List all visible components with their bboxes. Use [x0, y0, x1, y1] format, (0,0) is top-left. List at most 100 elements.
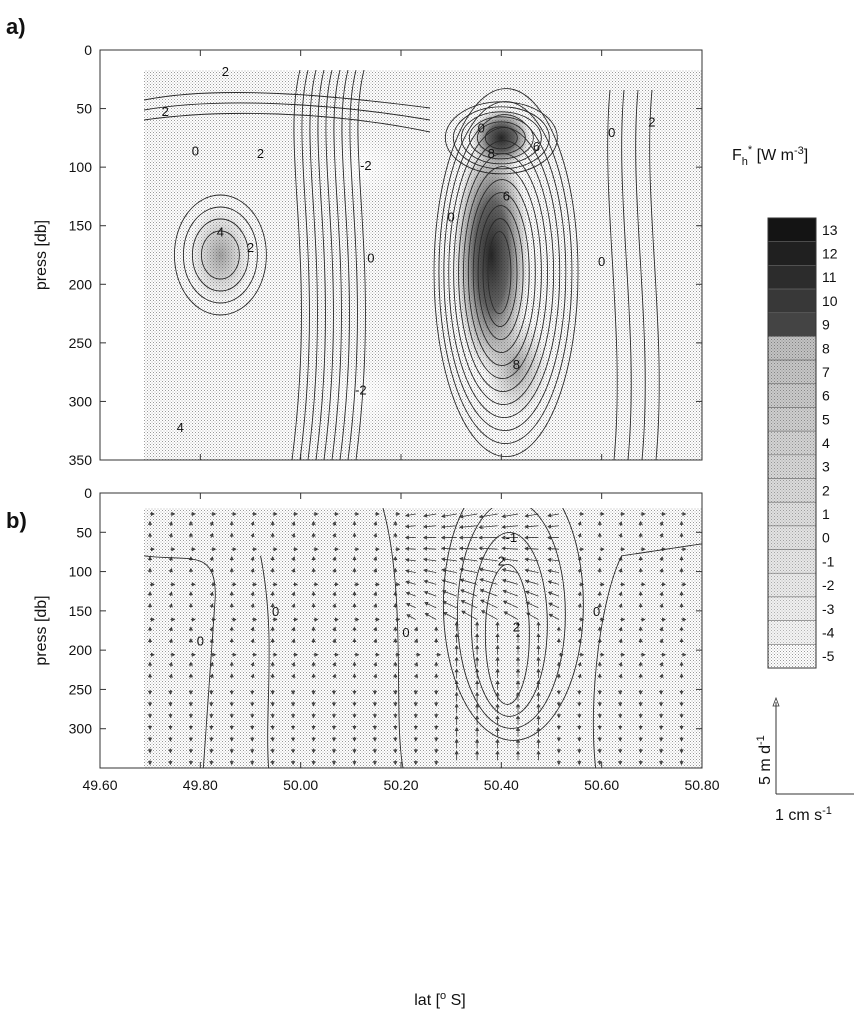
velocity-arrowhead [311, 749, 316, 754]
velocity-arrow [547, 548, 559, 550]
velocity-arrowhead [600, 582, 605, 587]
velocity-arrowhead [334, 652, 339, 657]
velocity-arrowhead [442, 600, 447, 605]
velocity-arrowhead [311, 673, 316, 678]
velocity-arrowhead [621, 547, 626, 552]
velocity-arrowhead [229, 749, 234, 754]
velocity-arrowhead [355, 511, 360, 517]
velocity-arrowhead [474, 738, 480, 743]
velocity-arrowhead [659, 626, 664, 631]
velocity-arrowhead [501, 557, 506, 562]
velocity-arrowhead [270, 737, 275, 742]
contour-line [339, 70, 350, 460]
velocity-arrowhead [638, 567, 643, 572]
velocity-arrowhead [209, 673, 214, 678]
velocity-arrowhead [311, 661, 316, 666]
velocity-arrowhead [414, 661, 419, 667]
velocity-arrowhead [393, 591, 398, 596]
field-peak [188, 205, 253, 305]
velocity-arrowhead [597, 737, 602, 742]
velocity-arrowhead [580, 511, 585, 517]
velocity-arrow [424, 602, 437, 609]
velocity-arrowhead [597, 638, 602, 643]
velocity-arrowhead [311, 690, 316, 695]
velocity-arrow [548, 580, 559, 585]
velocity-arrowhead [311, 567, 316, 572]
velocity-arrowhead [618, 702, 623, 707]
contour-line [315, 70, 326, 460]
velocity-arrowhead [393, 673, 398, 678]
velocity-arrowhead [270, 702, 275, 707]
velocity-arrowhead [441, 513, 446, 519]
velocity-arrowhead [659, 673, 664, 678]
velocity-arrowhead [638, 726, 643, 730]
velocity-arrowhead [556, 673, 562, 678]
velocity-arrowhead [229, 726, 234, 730]
contour-line [444, 101, 558, 175]
velocity-arrowhead [524, 524, 529, 529]
velocity-arrowhead [597, 702, 602, 707]
velocity-arrowhead [229, 638, 234, 643]
contour-label: 2 [162, 104, 169, 119]
velocity-arrowhead [577, 673, 582, 678]
colorbar-cell [767, 288, 817, 314]
velocity-arrowhead [405, 557, 410, 563]
velocity-arrowhead [454, 633, 459, 638]
velocity-arrowhead [147, 690, 153, 695]
contour-line [470, 531, 548, 717]
velocity-arrowhead [311, 761, 316, 766]
velocity-arrowhead [478, 567, 484, 572]
velocity-arrowhead [270, 602, 275, 607]
colorbar-cell [767, 644, 817, 669]
velocity-arrowhead [682, 511, 687, 517]
velocity-arrowhead [168, 638, 173, 643]
contour-label: 0 [593, 604, 600, 619]
velocity-arrowhead [168, 761, 173, 766]
velocity-arrowhead [229, 661, 234, 666]
velocity-arrowhead [375, 617, 380, 622]
velocity-arrowhead [250, 556, 255, 561]
velocity-arrowhead [229, 737, 234, 742]
contour-line [607, 89, 618, 460]
contour-line [462, 166, 542, 380]
velocity-arrowhead [270, 591, 275, 596]
velocity-arrowhead [168, 737, 173, 742]
velocity-arrowhead [597, 726, 602, 730]
velocity-arrow [548, 513, 559, 517]
velocity-arrowhead [396, 582, 401, 587]
velocity-arrowhead [600, 511, 605, 517]
velocity-arrow [479, 568, 498, 574]
colorbar-level-label: 5 [822, 411, 830, 427]
velocity-arrowhead [618, 761, 623, 766]
velocity-arrowhead [597, 520, 602, 525]
velocity-arrowhead [556, 761, 562, 766]
velocity-arrowhead [273, 617, 278, 622]
velocity-arrowhead [191, 582, 196, 587]
velocity-arrowhead [355, 617, 360, 622]
contour-line [433, 88, 579, 458]
velocity-arrowhead [405, 591, 411, 596]
velocity-arrowhead [253, 547, 258, 552]
velocity-arrowhead [662, 652, 666, 657]
velocity-arrowhead [423, 524, 428, 529]
velocity-arrowhead [641, 617, 646, 622]
velocity-arrowhead [577, 568, 582, 573]
velocity-arrowhead [621, 617, 626, 622]
velocity-arrowhead [352, 726, 357, 730]
velocity-arrowhead [147, 673, 153, 678]
velocity-arrowhead [460, 599, 466, 604]
velocity-arrowhead [580, 582, 585, 587]
velocity-arrowhead [495, 621, 500, 626]
velocity-arrowhead [314, 511, 319, 517]
velocity-arrow [525, 558, 539, 562]
velocity-arrowhead [600, 617, 605, 622]
panel-label-b: b) [6, 508, 27, 533]
velocity-arrowhead [495, 644, 500, 649]
velocity-arrowhead [331, 737, 337, 742]
velocity-arrowhead [290, 737, 296, 742]
velocity-arrowhead [372, 726, 378, 730]
contour-label: 0 [367, 250, 374, 265]
velocity-arrowhead [250, 626, 255, 631]
velocity-arrowhead [352, 602, 357, 607]
